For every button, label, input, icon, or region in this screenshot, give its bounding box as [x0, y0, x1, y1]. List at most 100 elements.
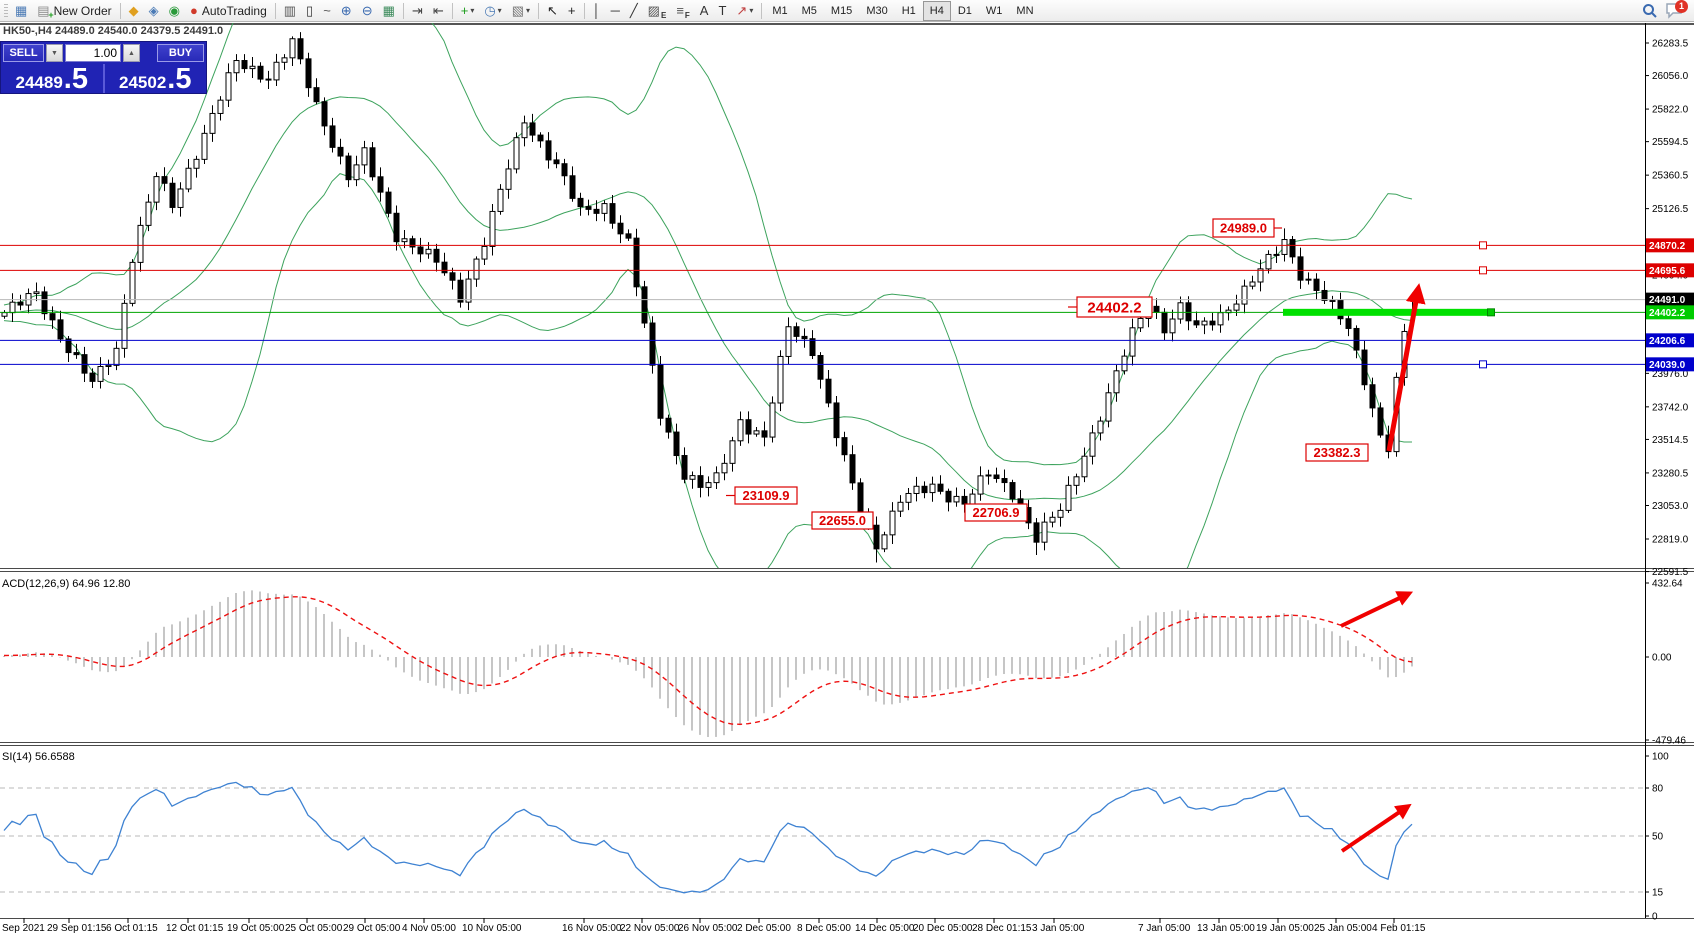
price-annotation-label: 23382.3	[1314, 445, 1361, 460]
radio-icon: ◉	[168, 3, 180, 18]
chart-shift-button[interactable]: ⇤	[428, 1, 449, 21]
sell-button[interactable]: SELL	[3, 44, 44, 62]
crosshair-button[interactable]: +	[563, 1, 581, 21]
axis-tick-label: 23514.5	[1652, 435, 1689, 446]
toolbar-group: │ ─ ╱ ▨ E ≡ F A T ↗ ▾	[588, 0, 759, 22]
arrows-button[interactable]: ↗ ▾	[731, 1, 758, 21]
time-axis-label: 7 Jan 05:00	[1138, 923, 1191, 934]
autotrading-button[interactable]: ● AutoTrading	[185, 1, 272, 21]
timeframe-m1-button[interactable]: M1	[765, 1, 794, 21]
channel-button[interactable]: ▨ E	[643, 1, 672, 21]
line-icon: ~	[323, 3, 331, 18]
time-axis-label: 20 Dec 05:00	[913, 923, 973, 934]
time-axis-label: 29 Sep 01:15	[47, 923, 107, 934]
candle-chart-button[interactable]: ▯	[301, 1, 318, 21]
fibonacci-button[interactable]: ≡ F	[671, 1, 694, 21]
timeframe-d1-button[interactable]: D1	[951, 1, 979, 21]
axis-tick-label: 26283.5	[1652, 39, 1689, 50]
line-handle[interactable]	[1479, 360, 1487, 369]
indicators-button[interactable]: + ▾	[456, 1, 480, 21]
timeframe-w1-button[interactable]: W1	[979, 1, 1010, 21]
search-icon[interactable]	[1638, 1, 1662, 21]
price-divider	[102, 64, 105, 93]
timeframe-h4-button[interactable]: H4	[922, 0, 951, 21]
bollinger-bands	[3, 23, 1413, 568]
line-handle[interactable]	[1479, 266, 1487, 275]
zoom-in-button[interactable]: ⊕	[336, 1, 357, 21]
time-axis-label: 4 Feb 01:15	[1372, 923, 1426, 934]
timeframe-m15-button[interactable]: M15	[824, 1, 859, 21]
notifications-icon[interactable]: 1	[1662, 0, 1688, 21]
chart-ohlc-title: HK50-,H4 24489.0 24540.0 24379.5 24491.0	[3, 25, 224, 37]
line-handle[interactable]	[1487, 308, 1495, 317]
zoom-out-button[interactable]: ⊖	[357, 1, 378, 21]
toolbar-group: ↖ +	[542, 0, 581, 22]
price-axis: 26283.5 26056.0 25822.0 25594.5 25360.5 25126…	[1645, 23, 1694, 923]
time-axis-label: 16 Nov 05:00	[562, 923, 622, 934]
vertical-line-button[interactable]: │	[588, 1, 606, 21]
axis-price-box-label: 24206.6	[1649, 336, 1686, 347]
new-order-button-label: New Order	[53, 3, 112, 18]
timeframe-m5-button[interactable]: M5	[795, 1, 824, 21]
price-annotation-label: 24402.2	[1087, 299, 1141, 316]
sell-price[interactable]: 24489 .5	[15, 63, 88, 95]
signals-button[interactable]: ◉	[164, 1, 185, 21]
chevron-down-icon: ▾	[497, 6, 502, 15]
volume-increase-button[interactable]: ▲	[123, 44, 140, 62]
trendline-button[interactable]: ╱	[625, 1, 643, 21]
new-order-button[interactable]: ▤ + New Order	[32, 1, 116, 21]
time-axis-label: 28 Dec 01:15	[972, 923, 1032, 934]
trend-arrow[interactable]	[1386, 283, 1426, 452]
buy-button[interactable]: BUY	[157, 44, 204, 62]
buy-price[interactable]: 24502 .5	[119, 63, 192, 95]
price-annotation-label: 22706.9	[973, 505, 1020, 520]
time-axis-label: 25 Jan 05:00	[1314, 923, 1372, 934]
tile-windows-button[interactable]: ▦	[378, 1, 400, 21]
volume-input[interactable]	[65, 44, 121, 62]
tool-letter: E	[660, 10, 667, 20]
timeframe-group: M1 M5 M15 M30 H1 H4 D1 W1 MN	[765, 0, 1040, 22]
volume-decrease-button[interactable]: ▼	[46, 44, 63, 62]
chevron-down-icon: ▾	[749, 6, 754, 15]
indicator-plus-icon: +	[460, 3, 469, 18]
toolbar-group: ◆ ◈ ◉ ● AutoTrading	[124, 0, 272, 22]
line-chart-button[interactable]: ~	[318, 1, 336, 21]
timeframe-h1-button[interactable]: H1	[895, 1, 923, 21]
text-label-button[interactable]: T	[713, 1, 731, 21]
tiles-icon: ▦	[382, 3, 395, 18]
marker-icon: ◆	[128, 3, 139, 18]
timeframe-m30-button[interactable]: M30	[859, 1, 894, 21]
price-annotation-box[interactable]	[811, 511, 874, 530]
auto-scroll-button[interactable]: ⇥	[407, 1, 428, 21]
price-annotation-box[interactable]	[964, 503, 1028, 522]
price-annotation-box[interactable]	[1076, 296, 1153, 318]
price-annotation-box[interactable]	[734, 486, 798, 505]
toolbar-group: + ▾ ◷ ▾ ▧ ▾	[456, 0, 535, 22]
time-axis-label: 3 Jan 05:00	[1032, 923, 1085, 934]
open-chart-button[interactable]: ▦	[10, 1, 32, 21]
line-handle[interactable]	[1479, 241, 1487, 250]
price-annotation-box[interactable]	[1212, 218, 1275, 238]
macd-scale-label: 0.00	[1652, 653, 1672, 664]
rsi-line	[3, 781, 1413, 894]
one-click-trading-panel: SELL ▼ ▲ BUY 24489 .5 24502 .5	[0, 41, 207, 94]
crosshair-icon: +	[567, 3, 576, 18]
cursor-button[interactable]: ↖	[542, 1, 563, 21]
text-button[interactable]: A	[695, 1, 714, 21]
price-annotation-box[interactable]	[1305, 443, 1369, 462]
trend-arrow[interactable]	[1340, 591, 1414, 628]
horizontal-line-button[interactable]: ─	[606, 1, 625, 21]
marker-button[interactable]: ◆	[124, 1, 144, 21]
price-annotation-label: 22655.0	[819, 513, 866, 528]
support-zone-line[interactable]	[1283, 308, 1495, 316]
bar-chart-button[interactable]: ▥	[279, 1, 301, 21]
rsi-scale-label: 80	[1652, 784, 1664, 795]
trend-arrow[interactable]	[1340, 803, 1412, 853]
chart-top-border	[0, 23, 1694, 25]
templates-button[interactable]: ▧ ▾	[507, 1, 535, 21]
timeframe-mn-button[interactable]: MN	[1009, 1, 1040, 21]
autotrading-icon: ●	[189, 3, 198, 18]
editor-button[interactable]: ◈	[144, 1, 164, 21]
periods-button[interactable]: ◷ ▾	[479, 1, 506, 21]
time-axis-label: 22 Nov 05:00	[620, 923, 680, 934]
